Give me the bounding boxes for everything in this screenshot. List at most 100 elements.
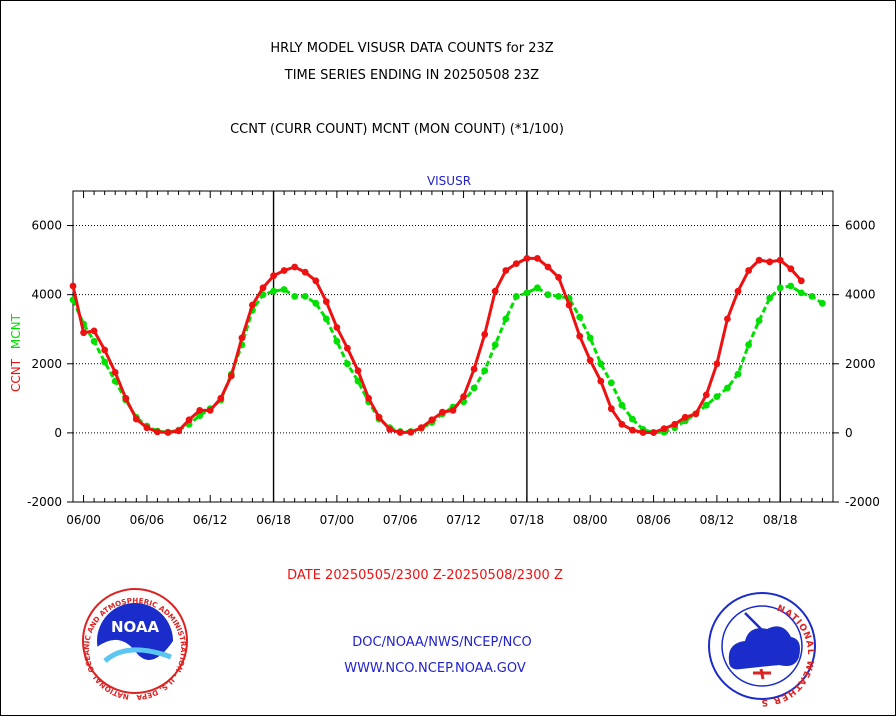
data-point-ccnt xyxy=(787,265,795,273)
data-point-mcnt xyxy=(797,289,805,297)
data-point-mcnt xyxy=(291,293,299,300)
data-point-mcnt xyxy=(280,286,288,293)
data-point-mcnt xyxy=(713,393,721,400)
y-tick-label-left: 4000 xyxy=(31,288,62,302)
data-point-mcnt xyxy=(523,289,531,297)
data-point-mcnt xyxy=(766,294,774,302)
data-point-ccnt xyxy=(280,267,288,274)
data-point-ccnt xyxy=(439,408,446,416)
y-ticks-left: -2000 0 2000 4000 6000 xyxy=(27,219,73,509)
data-point-mcnt xyxy=(344,360,351,368)
data-point-ccnt xyxy=(132,415,140,423)
chart-header-line2: TIME SERIES ENDING IN 20250508 23Z xyxy=(284,68,540,83)
noaa-logo: NOAA NATIONAL OCEANIC AND ATMOSPHERIC AD… xyxy=(0,0,188,702)
data-point-mcnt xyxy=(481,367,489,375)
y-tick-label-left: 0 xyxy=(54,426,62,440)
x-tick-label: 06/12 xyxy=(193,513,228,527)
x-tick-label: 06/18 xyxy=(256,513,291,527)
svg-text:CCNT MCNT: CCNT MCNT xyxy=(9,313,23,392)
data-point-mcnt xyxy=(502,315,510,323)
data-point-ccnt xyxy=(797,277,805,285)
chart-header-line3: CCNT (CURR COUNT) MCNT (MON COUNT) (*1/1… xyxy=(230,122,564,137)
data-point-ccnt xyxy=(333,324,341,331)
y-axis-label: CCNT MCNT xyxy=(9,313,23,392)
data-point-ccnt xyxy=(69,282,77,290)
data-point-mcnt xyxy=(322,315,330,323)
x-tick-label: 08/06 xyxy=(636,513,671,527)
series-layer xyxy=(69,255,826,436)
chart-header-line1: HRLY MODEL VISUSR DATA COUNTS for 23Z xyxy=(270,41,553,56)
data-point-mcnt xyxy=(755,317,763,324)
data-point-mcnt xyxy=(576,313,584,321)
data-point-mcnt xyxy=(90,337,98,345)
y-tick-label-right: 4000 xyxy=(845,288,876,302)
data-point-ccnt xyxy=(270,272,277,280)
data-point-ccnt xyxy=(154,428,161,436)
series-line-ccnt xyxy=(71,256,803,434)
data-point-ccnt xyxy=(365,394,372,402)
org-path-text: DOC/NOAA/NWS/NCEP/NCO xyxy=(352,635,531,650)
data-point-ccnt xyxy=(702,391,710,399)
data-point-ccnt xyxy=(175,427,183,435)
data-point-ccnt xyxy=(417,424,425,432)
noaa-logo-text: NOAA xyxy=(111,618,160,636)
data-point-ccnt xyxy=(639,429,647,436)
data-point-mcnt xyxy=(776,284,784,292)
data-point-ccnt xyxy=(90,327,98,335)
data-point-ccnt xyxy=(217,394,225,402)
y-tick-label-left: -2000 xyxy=(27,495,62,509)
data-point-ccnt xyxy=(766,258,774,266)
data-point-mcnt xyxy=(544,291,552,299)
data-point-mcnt xyxy=(101,358,109,366)
data-point-mcnt xyxy=(512,293,520,300)
data-point-ccnt xyxy=(249,301,256,309)
x-tick-label: 06/06 xyxy=(130,513,165,527)
data-point-ccnt xyxy=(344,344,351,352)
data-point-mcnt xyxy=(724,384,731,392)
data-point-mcnt xyxy=(808,293,816,300)
x-tick-label: 08/18 xyxy=(763,513,798,527)
data-point-ccnt xyxy=(597,377,605,385)
x-tick-label: 07/00 xyxy=(320,513,355,527)
data-point-ccnt xyxy=(724,315,731,323)
data-point-mcnt xyxy=(607,379,615,387)
data-point-ccnt xyxy=(291,263,299,271)
data-point-ccnt xyxy=(386,426,394,433)
data-point-ccnt xyxy=(692,410,700,418)
data-point-mcnt xyxy=(470,384,478,392)
y-tick-label-right: 6000 xyxy=(845,219,876,233)
data-point-ccnt xyxy=(449,407,457,414)
y-tick-label-right: 2000 xyxy=(845,357,876,371)
data-point-ccnt xyxy=(206,407,214,414)
data-point-ccnt xyxy=(407,428,415,436)
data-point-ccnt xyxy=(629,426,636,434)
plot-area: -2000 0 2000 4000 6000 -2000 0 2000 4000 6000 06… xyxy=(27,190,880,527)
website-link[interactable]: WWW.NCO.NCEP.NOAA.GOV xyxy=(344,661,526,676)
data-point-ccnt xyxy=(660,425,668,433)
data-point-mcnt xyxy=(629,415,636,423)
data-point-ccnt xyxy=(460,393,467,400)
data-point-ccnt xyxy=(776,256,784,264)
x-tick-label: 07/18 xyxy=(510,513,545,527)
data-point-mcnt xyxy=(534,284,541,292)
data-point-mcnt xyxy=(745,341,752,349)
data-point-ccnt xyxy=(576,332,584,340)
data-point-ccnt xyxy=(227,372,235,380)
data-point-ccnt xyxy=(512,260,520,267)
data-point-ccnt xyxy=(650,429,657,436)
data-point-ccnt xyxy=(143,424,151,432)
data-point-ccnt xyxy=(745,267,752,274)
data-point-mcnt xyxy=(734,370,742,378)
x-tick-label: 06/00 xyxy=(66,513,101,527)
data-point-ccnt xyxy=(555,274,562,281)
x-tick-label: 08/00 xyxy=(573,513,608,527)
data-point-ccnt xyxy=(80,329,87,337)
data-point-ccnt xyxy=(196,407,204,414)
data-point-ccnt xyxy=(681,413,689,421)
data-point-mcnt xyxy=(312,299,320,307)
data-point-mcnt xyxy=(787,282,795,290)
data-point-mcnt xyxy=(354,377,362,385)
date-range: DATE 20250505/2300 Z-20250508/2300 Z xyxy=(287,568,563,583)
